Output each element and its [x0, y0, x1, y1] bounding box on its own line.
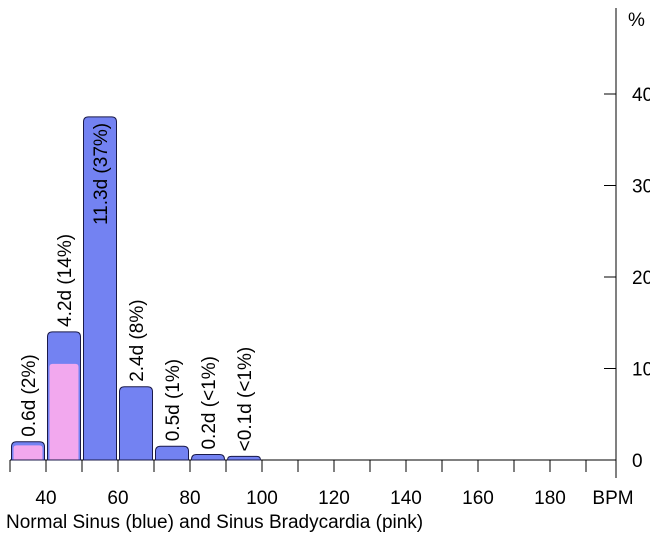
x-tick-label: 120 — [318, 488, 350, 509]
bar-sinus-bradycardia — [49, 363, 79, 460]
bar-data-label: 2.4d (8%) — [127, 299, 148, 381]
x-tick-label: 40 — [35, 488, 56, 509]
bar-data-label: 0.6d (2%) — [19, 354, 40, 436]
bar-normal-sinus — [83, 116, 117, 461]
bar-data-label: 0.5d (1%) — [163, 359, 184, 441]
x-tick-label: 160 — [462, 488, 494, 509]
bar-sinus-bradycardia — [13, 445, 43, 460]
bar-data-label: <0.1d (<1%) — [235, 347, 256, 452]
bar-normal-sinus — [119, 386, 153, 461]
x-tick-label: 100 — [246, 488, 278, 509]
y-tick-label: 20 — [632, 268, 650, 289]
y-tick-label: 10 — [632, 360, 650, 381]
bar-normal-sinus — [155, 445, 189, 461]
x-tick-label: 80 — [179, 488, 200, 509]
y-tick-label: 30 — [632, 177, 650, 198]
x-tick-label: 140 — [390, 488, 422, 509]
x-unit-label: BPM — [592, 488, 633, 509]
x-tick-label: 60 — [107, 488, 128, 509]
bar-data-label: 0.2d (<1%) — [199, 356, 220, 449]
bar-normal-sinus — [226, 455, 262, 461]
y-tick-label: 40 — [632, 85, 650, 106]
y-tick-label: 0 — [632, 451, 643, 472]
x-tick-label: 180 — [534, 488, 566, 509]
bar-data-label: 11.3d (37%) — [91, 123, 112, 225]
bar-data-label: 4.2d (14%) — [55, 234, 76, 327]
y-unit-label: % — [628, 10, 645, 31]
bar-normal-sinus — [191, 454, 225, 461]
x-axis-title: Normal Sinus (blue) and Sinus Bradycardi… — [6, 512, 424, 533]
